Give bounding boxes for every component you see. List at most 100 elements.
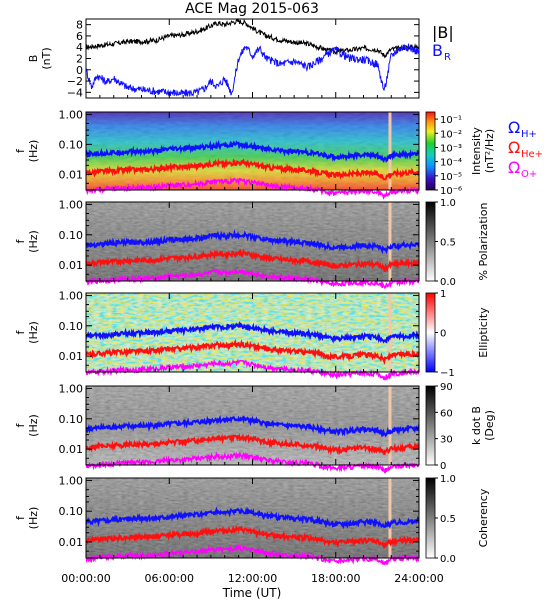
polarization-ylabel-f: f: [14, 238, 27, 243]
kdotb-ylabel: f (Hz): [14, 414, 40, 437]
ellipticity-colorbar-label: Ellipticity: [477, 307, 490, 358]
time-tick-label: 18:00:00: [311, 572, 360, 585]
legend-gyro-1: Ω: [508, 138, 520, 157]
intensity-colorbar-tick-label: 10⁻²: [440, 129, 462, 140]
polarization-ytick-label: 0.10: [59, 229, 84, 242]
kdotb-colorbar: [425, 385, 436, 466]
ellipticity-ylabel-hz: (Hz): [27, 321, 40, 344]
intensity-colorbar-tick-label: 10⁻⁴: [440, 158, 462, 169]
kdotb-ylabel-hz: (Hz): [27, 414, 40, 437]
kdotb-colorbar-tick-label: 60: [440, 408, 453, 419]
time-tick-label: 00:00:00: [61, 572, 110, 585]
intensity-gyro-oplus: [86, 176, 419, 201]
coherency-gyro-heplus: [86, 524, 419, 549]
intensity-ytick-label: 1.00: [59, 108, 84, 121]
ellipticity-ytick-label: 0.01: [59, 350, 84, 363]
kdotb-colorbar-label-1: k dot B: [470, 406, 483, 445]
coherency-colorbar-tick-label: 0.0: [440, 554, 456, 565]
bfield-ytick-label: −2: [67, 75, 83, 88]
ellipticity-ylabel-f: f: [14, 329, 27, 334]
polarization-gyro-hplus: [86, 229, 419, 255]
intensity-ylabel: f (Hz): [14, 140, 40, 163]
coherency-ylabel: f (Hz): [14, 507, 40, 530]
bfield-ytick-label: 4: [76, 41, 83, 54]
intensity-colorbar-tick-label: 10⁻³: [440, 143, 462, 154]
ellipticity-colorbar-tick-label: 1: [440, 289, 446, 300]
intensity-colorbar-tick-label: 10⁻¹: [440, 115, 462, 126]
kdotb-colorbar-tick-label: 90: [440, 382, 453, 393]
bfield-ytick-label: 6: [76, 30, 83, 43]
coherency-ytick-label: 1.00: [59, 474, 84, 487]
intensity-ylabel-hz: (Hz): [27, 140, 40, 163]
kdotb-colorbar-label-2: (Deg): [483, 410, 496, 441]
bfield-ylabel-unit: (nT): [40, 47, 53, 69]
polarization-ylabel: f (Hz): [14, 230, 40, 253]
coherency-colorbar-tick-label: 1.0: [440, 474, 456, 485]
polarization-colorbar-label-1: % Polarization: [477, 203, 490, 281]
chart-title: ACE Mag 2015-063: [185, 1, 319, 17]
intensity-colorbar-label-2: (nT²/Hz): [483, 129, 496, 173]
polarization-gyro-heplus: [86, 248, 419, 273]
intensity-colorbar-tick-label: 10⁻⁶: [440, 186, 462, 197]
intensity-gyro-hplus: [86, 140, 419, 164]
kdotb-colorbar-tick-label: 0: [440, 461, 446, 472]
coherency-colorbar-label-1: Coherency: [477, 488, 490, 547]
kdotb-ytick-label: 1.00: [59, 382, 84, 395]
intensity-ylabel-f: f: [14, 148, 27, 153]
intensity-colorbar-label-1: Intensity: [470, 127, 483, 175]
kdotb-colorbar-tick-label: 30: [440, 435, 453, 446]
legend-br-sub: R: [444, 52, 451, 63]
legend-bmag: |B|: [432, 23, 454, 42]
legend-gyro-sub-1: He+: [521, 149, 543, 160]
legend-gyro-sub-2: O+: [521, 169, 537, 180]
kdotb-gyro-hplus: [86, 414, 419, 438]
polarization-colorbar-tick-label: 0.5: [440, 238, 456, 249]
coherency-gyro-hplus: [86, 506, 419, 530]
ellipticity-ytick-label: 1.00: [59, 289, 84, 302]
time-tick-label: 12:00:00: [228, 572, 277, 585]
intensity-ytick-label: 0.10: [59, 138, 84, 151]
bfield-magnitude-line: [86, 18, 419, 59]
bfield-ytick-label: 0: [76, 64, 83, 77]
ellipticity-ytick-label: 0.10: [59, 320, 84, 333]
intensity-gyro-heplus: [86, 158, 419, 181]
bfield-ylabel-top: B: [27, 55, 40, 63]
polarization-gap-bar: [388, 202, 392, 281]
legend-gyro-0: Ω: [508, 118, 520, 137]
coherency-colorbar-tick-label: 0.5: [440, 514, 456, 525]
polarization-ylabel-hz: (Hz): [27, 230, 40, 253]
time-axis-label: Time (UT): [222, 586, 282, 600]
ellipticity-colorbar-label-1: Ellipticity: [477, 307, 490, 358]
kdotb-gyro-heplus: [86, 432, 419, 456]
polarization-ytick-label: 0.01: [59, 259, 84, 272]
coherency-ytick-label: 0.01: [59, 536, 84, 549]
data-curves: [86, 18, 419, 566]
time-tick-label: 06:00:00: [145, 572, 194, 585]
intensity-colorbar: [425, 111, 436, 191]
kdotb-ytick-label: 0.01: [59, 443, 84, 456]
coherency-ytick-label: 0.10: [59, 505, 84, 518]
coherency-ylabel-hz: (Hz): [27, 507, 40, 530]
plot-panels: [85, 18, 420, 558]
ellipticity-ylabel: f (Hz): [14, 321, 40, 344]
bfield-radial-line: [86, 43, 419, 97]
ellipticity-gyro-heplus: [86, 338, 419, 365]
kdotb-ytick-label: 0.10: [59, 413, 84, 426]
bfield-ytick-label: 8: [76, 19, 83, 32]
bfield-ytick-label: 2: [76, 53, 83, 66]
intensity-colorbar-label: Intensity (nT²/Hz): [470, 127, 496, 175]
kdotb-ylabel-f: f: [14, 422, 27, 427]
legend-br: B: [432, 41, 443, 60]
coherency-ylabel-f: f: [14, 515, 27, 520]
ellipticity-colorbar-tick-label: −1: [440, 368, 455, 379]
kdotb-gap-bar: [388, 386, 392, 465]
bfield-ylabel: B (nT): [27, 47, 53, 69]
time-tick-label: 24:00:00: [394, 572, 443, 585]
kdotb-colorbar-label: k dot B (Deg): [470, 406, 496, 445]
ellipticity-colorbar: [425, 292, 436, 373]
ellipticity-colorbar-tick-label: 0: [440, 329, 446, 340]
ellipticity-gap-bar: [388, 293, 392, 372]
coherency-gap-bar: [388, 478, 392, 558]
bfield-ytick-label: −4: [67, 86, 83, 99]
